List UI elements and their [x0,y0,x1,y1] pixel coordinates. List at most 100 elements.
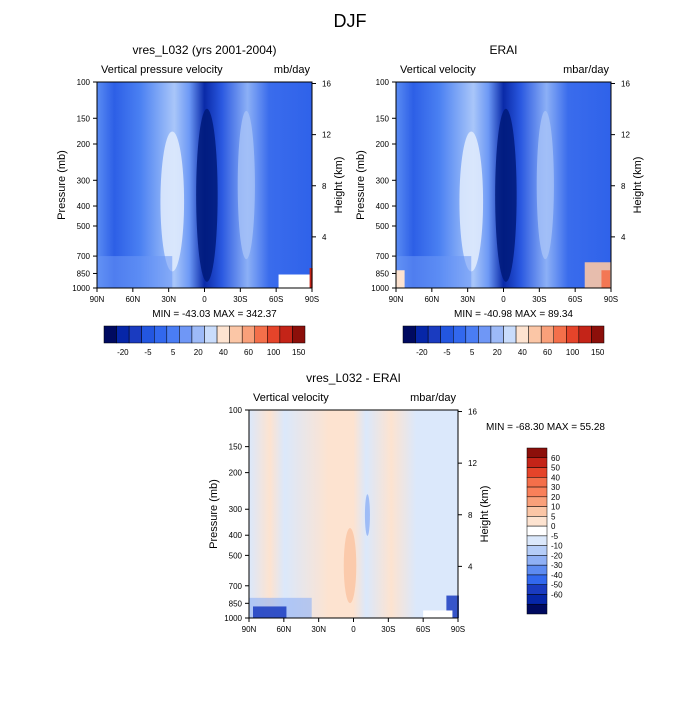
missing-data [423,610,453,618]
ascent-column [160,131,185,272]
y-axis-label: Pressure (mb) [208,479,220,549]
colorbar-box [526,506,548,517]
colorbar-box [490,325,504,344]
colorbar-box [526,584,548,595]
colorbar-box [503,325,517,344]
colorbar-label: -20 [117,348,129,357]
colorbar-label: 20 [493,348,502,357]
colorbar-box [528,325,542,344]
colorbar-label: 150 [292,348,306,357]
left-string: Vertical velocity [253,392,329,404]
y-tick-label: 1000 [224,614,242,623]
x-tick-label: 0 [351,625,356,634]
colorbar-label: 40 [551,473,560,482]
positive-spot [601,270,611,288]
colorbar-label: 30 [551,483,560,492]
colorbar-box [427,325,441,344]
colorbar-box [566,325,580,344]
panels: vres_L032 (yrs 2001-2004) Vertical pressu… [56,43,644,634]
y2-tick-label: 12 [468,459,477,468]
y-tick-label: 400 [77,202,91,211]
colorbar-box [292,325,306,344]
colorbar-label: 5 [171,348,176,357]
y-tick-label: 100 [376,78,390,87]
colorbar-box [402,325,416,344]
y2-tick-label: 16 [621,80,630,89]
colorbar-label: 60 [543,348,552,357]
colorbar-box [553,325,567,344]
boundary-layer [396,256,472,288]
right-string: mb/day [274,64,311,76]
colorbar-label: 5 [551,512,556,521]
y2-tick-label: 4 [322,233,327,242]
y-tick-label: 850 [77,269,91,278]
colorbar-label: 40 [219,348,228,357]
colorbar-box [591,325,605,344]
x-tick-label: 30S [532,295,546,304]
colorbar-label: 20 [194,348,203,357]
colorbar-box [526,447,548,459]
colorbar-box [526,564,548,576]
x-tick-label: 90S [305,295,319,304]
colorbar-box [154,325,168,344]
x-tick-label: 60N [276,625,291,634]
y2-tick-label: 16 [468,408,477,417]
colorbar-box [279,325,293,344]
colorbar-label: 10 [551,503,560,512]
colorbar-label: 20 [551,493,560,502]
y2-tick-label: 8 [468,511,473,520]
colorbar-box [204,325,218,344]
y2-tick-label: 4 [621,233,626,242]
boundary-anomaly [253,606,287,618]
figure-title: DJF [334,11,367,31]
y-tick-label: 500 [77,222,91,231]
panel-2: ERAI Vertical velocity mbar/day 100 150 200 30… [355,43,644,320]
y2-axis-label: Height (km) [632,157,644,214]
y2-tick-label: 12 [322,131,331,140]
y2-tick-label: 4 [468,562,473,571]
min-max-stats: MIN = -68.30 MAX = 55.28 [486,422,605,433]
colorbar-label: 100 [566,348,580,357]
x-tick-label: 60S [269,295,283,304]
colorbar-label: 40 [518,348,527,357]
colorbar-label: -5 [443,348,451,357]
colorbar-box [216,325,230,344]
colorbar-label: -5 [551,532,559,541]
y-tick-label: 300 [376,176,390,185]
y-tick-label: 200 [77,140,91,149]
colorbar-label: 60 [551,454,560,463]
y2-tick-label: 16 [322,80,331,89]
x-tick-label: 30S [381,625,395,634]
y-tick-label: 500 [229,551,243,560]
y-tick-label: 300 [229,505,243,514]
y-tick-label: 1000 [72,284,90,293]
colorbar-box [453,325,467,344]
colorbar-1: -20 -5 5 20 40 60 100 150 [103,325,306,357]
x-tick-label: 90N [389,295,404,304]
subsidence-band [237,110,255,260]
y-tick-label: 150 [77,114,91,123]
colorbar-box [526,467,548,478]
min-max-stats: MIN = -43.03 MAX = 342.37 [152,309,277,320]
colorbar-box [526,525,548,537]
colorbar-box [241,325,255,344]
right-string: mbar/day [410,392,456,404]
y-tick-label: 150 [229,443,243,452]
x-tick-label: 90S [451,625,465,634]
y2-tick-label: 8 [322,182,327,191]
colorbar-box [540,325,554,344]
colorbar-label: 0 [551,522,556,531]
y-tick-label: 850 [229,599,243,608]
colorbar-box [141,325,155,344]
y2-axis-label: Height (km) [333,157,345,214]
colorbar-box [515,325,529,344]
colorbar-box [526,486,548,498]
left-string: Vertical pressure velocity [101,64,223,76]
colorbar-box [128,325,142,344]
x-tick-label: 30S [233,295,247,304]
y-tick-label: 150 [376,114,390,123]
colorbar-box [526,457,548,468]
colorbar-label: 50 [551,464,560,473]
